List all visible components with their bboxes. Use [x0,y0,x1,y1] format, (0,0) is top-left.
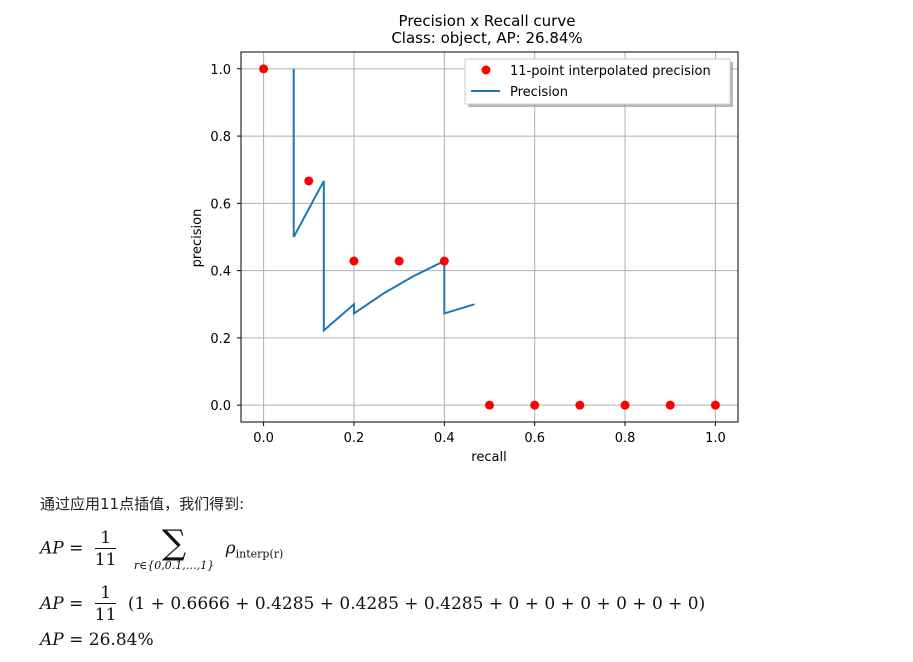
grid-layer [241,52,738,422]
legend-label-interpolated: 11-point interpolated precision [510,64,711,79]
formula-rho: ρ [225,538,236,559]
legend-marker-interpolated [481,65,491,75]
formula-sigma: ∑ r∈{0,0.1,…,1} [134,526,214,572]
y-tick-label: 1.0 [210,63,231,78]
y-tick-label: 0.8 [210,130,231,145]
x-axis-label: recall [471,450,506,465]
interpolated-point [575,400,585,410]
x-tick-label: 0.4 [434,431,455,446]
y-tick-label: 0.0 [210,399,231,414]
plot-frame [240,51,739,423]
x-tick-label: 0.2 [344,431,365,446]
fraction-denominator: 11 [94,605,117,625]
caption-text: 通过应用11点插值，我们得到: [40,495,245,513]
formula-result-value: 26.84% [88,630,154,650]
interpolated-point [259,64,269,74]
formula-ap-result: AP = 26.84% [40,630,154,650]
interpolated-point [304,176,314,186]
fraction-numerator: 1 [94,528,117,549]
series-precision-line [292,68,475,333]
x-ticks: 0.0 0.2 0.4 0.6 0.8 1.0 [253,422,726,446]
chart-subtitle: Class: object, AP: 26.84% [391,29,582,47]
interpolated-point [710,400,720,410]
y-ticks: 0.0 0.2 0.4 0.6 0.8 1.0 [210,63,241,414]
formula-rho-subscript: interp(r) [235,547,284,561]
interpolated-point [665,400,675,410]
formula-terms: (1 + 0.6666 + 0.4285 + 0.4285 + 0.4285 +… [127,594,706,614]
sigma-symbol: ∑ [161,523,187,563]
formula-ap-sum: AP = 1 11 ∑ r∈{0,0.1,…,1} ρinterp(r) [40,526,283,572]
formula-ap-label: AP [40,538,64,559]
interpolated-point [530,400,540,410]
interpolated-point [620,400,630,410]
legend-label-precision: Precision [510,85,568,100]
formula-ap-expansion: AP = 1 11 (1 + 0.6666 + 0.4285 + 0.4285 +… [40,583,705,626]
fraction-numerator: 1 [94,583,117,604]
y-tick-label: 0.4 [210,265,231,280]
x-tick-label: 0.8 [615,431,636,446]
formula-ap-label: AP [40,630,64,650]
legend: 11-point interpolated precision Precisio… [464,58,733,107]
interpolated-point [439,256,449,266]
fraction-denominator: 11 [94,549,117,570]
x-tick-label: 0.0 [253,431,274,446]
formula-equals: = [69,594,84,614]
legend-box [464,58,731,105]
series-layer [259,64,720,410]
x-tick-label: 0.6 [524,431,545,446]
interpolated-point [394,256,404,266]
chart-title: Precision x Recall curve [399,12,576,30]
y-axis-label: precision [190,209,205,268]
formula-fraction: 1 11 [94,583,117,626]
interpolated-point [349,256,359,266]
precision-recall-chart: Precision x Recall curve Class: object, … [190,12,739,465]
x-tick-label: 1.0 [705,431,726,446]
interpolated-point [485,400,494,410]
formula-ap-label: AP [40,594,64,614]
y-tick-label: 0.6 [210,197,231,212]
sigma-subscript: r∈{0,0.1,…,1} [133,559,215,572]
y-tick-label: 0.2 [210,332,231,347]
formula-equals: = [69,538,84,559]
formula-fraction: 1 11 [94,528,117,571]
formula-equals: = [69,630,84,650]
